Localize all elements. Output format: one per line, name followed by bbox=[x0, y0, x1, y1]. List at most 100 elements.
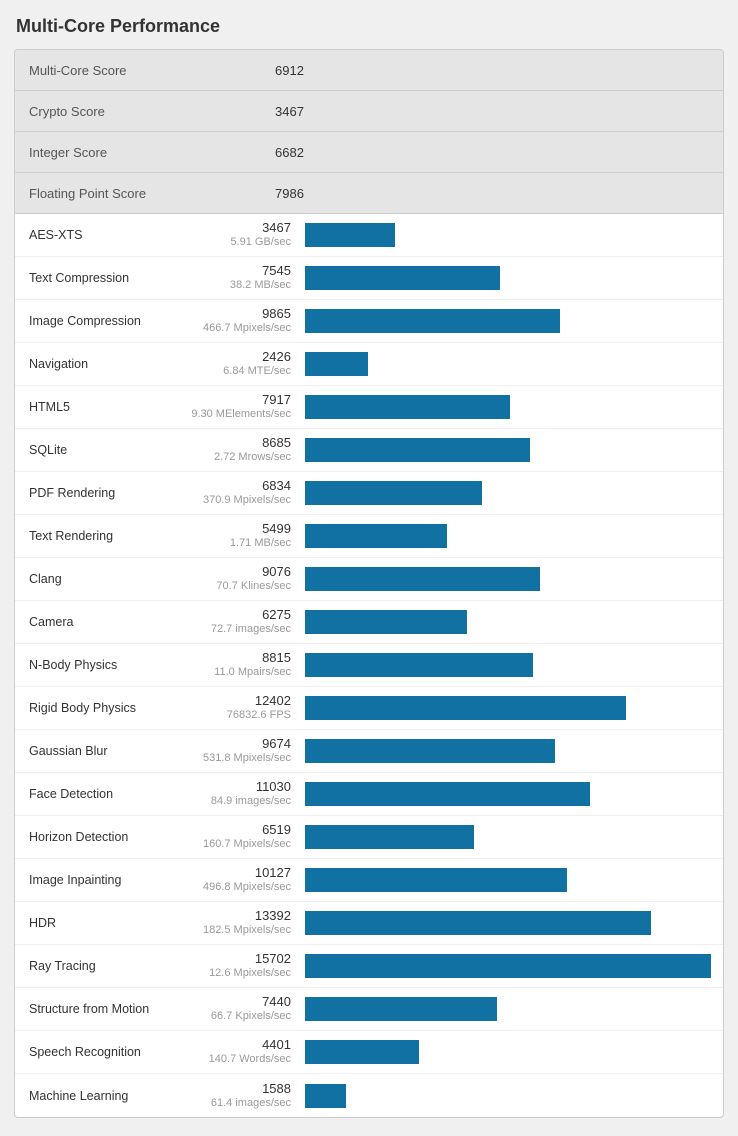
benchmark-unit: 9.30 MElements/sec bbox=[170, 408, 291, 421]
benchmark-row: Image Inpainting10127496.8 Mpixels/sec bbox=[15, 859, 723, 902]
benchmark-bar bbox=[305, 1084, 346, 1108]
benchmark-unit: 38.2 MB/sec bbox=[170, 279, 291, 292]
benchmark-bar bbox=[305, 825, 474, 849]
benchmark-bar bbox=[305, 997, 497, 1021]
benchmark-bar bbox=[305, 438, 530, 462]
benchmark-label: Gaussian Blur bbox=[15, 744, 170, 758]
benchmark-label: SQLite bbox=[15, 443, 170, 457]
benchmark-score-cell: 627572.7 images/sec bbox=[170, 608, 305, 636]
benchmark-unit: 1.71 MB/sec bbox=[170, 537, 291, 550]
benchmark-label: AES-XTS bbox=[15, 228, 170, 242]
benchmark-score: 6834 bbox=[170, 479, 291, 494]
benchmark-score-cell: 1240276832.6 FPS bbox=[170, 694, 305, 722]
benchmark-score: 13392 bbox=[170, 909, 291, 924]
summary-table: Multi-Core Score6912Crypto Score3467Inte… bbox=[15, 50, 723, 214]
benchmark-bar-cell bbox=[305, 825, 723, 849]
benchmark-bar bbox=[305, 739, 555, 763]
benchmark-score-cell: 881511.0 Mpairs/sec bbox=[170, 651, 305, 679]
benchmark-bar bbox=[305, 352, 368, 376]
summary-label: Crypto Score bbox=[15, 104, 275, 119]
benchmark-bar bbox=[305, 395, 510, 419]
benchmark-unit: 6.84 MTE/sec bbox=[170, 365, 291, 378]
benchmark-row: Image Compression9865466.7 Mpixels/sec bbox=[15, 300, 723, 343]
benchmark-row: Text Rendering54991.71 MB/sec bbox=[15, 515, 723, 558]
benchmark-bar-cell bbox=[305, 395, 723, 419]
summary-value: 6912 bbox=[275, 63, 335, 78]
benchmark-label: Camera bbox=[15, 615, 170, 629]
summary-label: Integer Score bbox=[15, 145, 275, 160]
summary-value: 3467 bbox=[275, 104, 335, 119]
benchmark-row: Face Detection1103084.9 images/sec bbox=[15, 773, 723, 816]
summary-value: 6682 bbox=[275, 145, 335, 160]
benchmark-bar bbox=[305, 954, 711, 978]
benchmark-score: 15702 bbox=[170, 952, 291, 967]
benchmark-bar bbox=[305, 1040, 419, 1064]
benchmark-bar bbox=[305, 610, 467, 634]
benchmark-label: Face Detection bbox=[15, 787, 170, 801]
benchmark-unit: 466.7 Mpixels/sec bbox=[170, 322, 291, 335]
benchmark-unit: 12.6 Mpixels/sec bbox=[170, 967, 291, 980]
benchmark-score-cell: 79179.30 MElements/sec bbox=[170, 393, 305, 421]
benchmark-label: Image Inpainting bbox=[15, 873, 170, 887]
benchmark-bar-cell bbox=[305, 352, 723, 376]
summary-row: Multi-Core Score6912 bbox=[15, 50, 723, 91]
benchmark-unit: 76832.6 FPS bbox=[170, 709, 291, 722]
benchmark-bar-cell bbox=[305, 997, 723, 1021]
benchmark-row: Clang907670.7 Klines/sec bbox=[15, 558, 723, 601]
summary-row: Floating Point Score7986 bbox=[15, 173, 723, 214]
benchmark-bar-cell bbox=[305, 911, 723, 935]
benchmark-unit: 61.4 images/sec bbox=[170, 1097, 291, 1110]
benchmark-table: AES-XTS34675.91 GB/secText Compression75… bbox=[15, 214, 723, 1117]
benchmark-unit: 72.7 images/sec bbox=[170, 623, 291, 636]
benchmark-label: Structure from Motion bbox=[15, 1002, 170, 1016]
benchmark-score: 9674 bbox=[170, 737, 291, 752]
benchmark-score: 12402 bbox=[170, 694, 291, 709]
benchmark-score-cell: 1103084.9 images/sec bbox=[170, 780, 305, 808]
benchmark-score: 6275 bbox=[170, 608, 291, 623]
benchmark-unit: 66.7 Kpixels/sec bbox=[170, 1010, 291, 1023]
benchmark-label: Rigid Body Physics bbox=[15, 701, 170, 715]
benchmark-score-cell: 907670.7 Klines/sec bbox=[170, 565, 305, 593]
benchmark-bar-cell bbox=[305, 610, 723, 634]
benchmark-row: Horizon Detection6519160.7 Mpixels/sec bbox=[15, 816, 723, 859]
benchmark-row: PDF Rendering6834370.9 Mpixels/sec bbox=[15, 472, 723, 515]
benchmark-unit: 84.9 images/sec bbox=[170, 795, 291, 808]
benchmark-score: 8815 bbox=[170, 651, 291, 666]
benchmark-score: 1588 bbox=[170, 1082, 291, 1097]
benchmark-score-cell: 9865466.7 Mpixels/sec bbox=[170, 307, 305, 335]
benchmark-score: 7440 bbox=[170, 995, 291, 1010]
benchmark-row: Ray Tracing1570212.6 Mpixels/sec bbox=[15, 945, 723, 988]
benchmark-row: HTML579179.30 MElements/sec bbox=[15, 386, 723, 429]
benchmark-row: AES-XTS34675.91 GB/sec bbox=[15, 214, 723, 257]
benchmark-unit: 2.72 Mrows/sec bbox=[170, 451, 291, 464]
benchmark-row: Speech Recognition4401140.7 Words/sec bbox=[15, 1031, 723, 1074]
benchmark-label: Machine Learning bbox=[15, 1089, 170, 1103]
benchmark-label: Ray Tracing bbox=[15, 959, 170, 973]
summary-row: Integer Score6682 bbox=[15, 132, 723, 173]
benchmark-bar-cell bbox=[305, 653, 723, 677]
benchmark-score-cell: 754538.2 MB/sec bbox=[170, 264, 305, 292]
benchmark-bar bbox=[305, 696, 626, 720]
benchmark-label: N-Body Physics bbox=[15, 658, 170, 672]
benchmark-score-cell: 54991.71 MB/sec bbox=[170, 522, 305, 550]
benchmark-bar-cell bbox=[305, 739, 723, 763]
benchmark-unit: 370.9 Mpixels/sec bbox=[170, 494, 291, 507]
benchmark-row: SQLite86852.72 Mrows/sec bbox=[15, 429, 723, 472]
benchmark-score-cell: 24266.84 MTE/sec bbox=[170, 350, 305, 378]
benchmark-bar bbox=[305, 266, 500, 290]
benchmark-unit: 531.8 Mpixels/sec bbox=[170, 752, 291, 765]
benchmark-score-cell: 6519160.7 Mpixels/sec bbox=[170, 823, 305, 851]
page-title: Multi-Core Performance bbox=[16, 16, 724, 37]
benchmark-score-cell: 1570212.6 Mpixels/sec bbox=[170, 952, 305, 980]
benchmark-bar-cell bbox=[305, 1040, 723, 1064]
benchmark-bar-cell bbox=[305, 266, 723, 290]
benchmark-bar-cell bbox=[305, 868, 723, 892]
benchmark-score: 2426 bbox=[170, 350, 291, 365]
benchmark-row: Rigid Body Physics1240276832.6 FPS bbox=[15, 687, 723, 730]
benchmark-bar bbox=[305, 868, 567, 892]
benchmark-label: PDF Rendering bbox=[15, 486, 170, 500]
benchmark-bar-cell bbox=[305, 223, 723, 247]
benchmark-score: 10127 bbox=[170, 866, 291, 881]
summary-row: Crypto Score3467 bbox=[15, 91, 723, 132]
benchmark-bar-cell bbox=[305, 567, 723, 591]
